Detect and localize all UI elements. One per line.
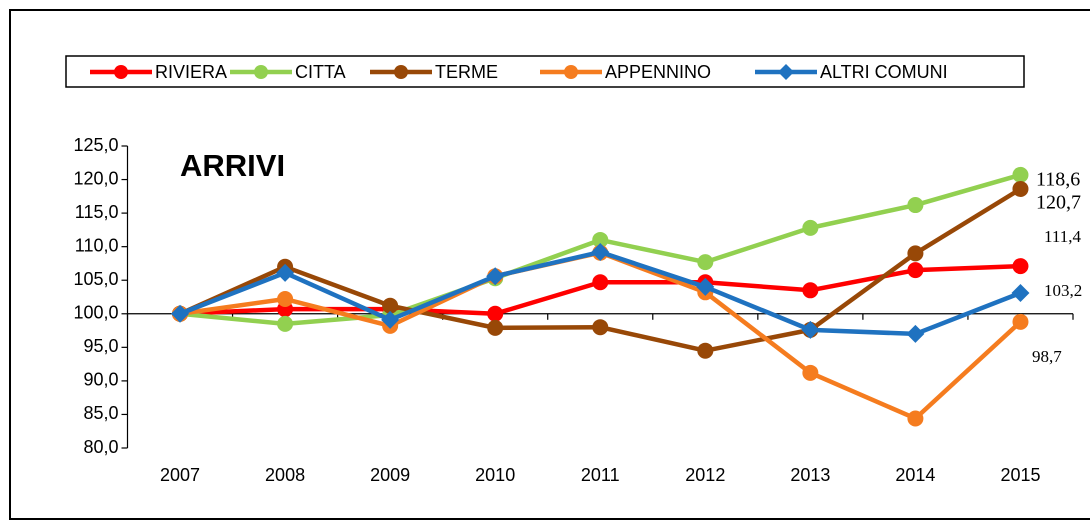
marker (802, 364, 819, 381)
x-tick-label: 2010 (475, 465, 515, 485)
marker (1011, 283, 1030, 302)
legend-label: APPENNINO (605, 62, 711, 82)
marker (907, 197, 924, 214)
marker (487, 305, 504, 322)
marker (592, 231, 609, 248)
marker (276, 263, 295, 282)
annotation: 118,6 (1036, 169, 1080, 191)
marker (394, 65, 408, 79)
y-tick-label: 125,0 (73, 135, 118, 155)
marker (1012, 258, 1029, 275)
marker (1012, 166, 1029, 183)
legend-label: CITTA (295, 62, 346, 82)
x-tick-label: 2007 (160, 465, 200, 485)
y-tick-label: 80,0 (83, 437, 118, 457)
legend-label: RIVIERA (155, 62, 227, 82)
marker (801, 320, 820, 339)
marker (591, 243, 610, 262)
marker (114, 65, 128, 79)
chart-title: ARRIVI (180, 148, 285, 183)
x-tick-label: 2009 (370, 465, 410, 485)
annotation: 98,7 (1032, 347, 1062, 366)
legend-label: TERME (435, 62, 498, 82)
marker (254, 65, 268, 79)
marker (697, 254, 714, 271)
marker (487, 319, 504, 336)
marker (564, 65, 578, 79)
marker (697, 342, 714, 359)
y-tick-label: 115,0 (75, 202, 119, 222)
x-tick-label: 2015 (1000, 465, 1040, 485)
y-tick-label: 95,0 (83, 336, 118, 356)
annotation: 120,7 (1036, 192, 1081, 214)
marker (382, 297, 399, 314)
annotation: 103,2 (1044, 281, 1082, 300)
y-tick-label: 120,0 (73, 168, 118, 188)
y-tick-label: 110,0 (75, 235, 119, 255)
marker (381, 310, 400, 329)
marker (1012, 180, 1029, 197)
marker (277, 291, 294, 308)
marker (696, 277, 715, 296)
marker (592, 319, 609, 336)
x-tick-label: 2014 (895, 465, 935, 485)
marker (907, 410, 924, 427)
x-tick-label: 2013 (790, 465, 830, 485)
y-tick-label: 105,0 (73, 269, 118, 289)
x-tick-label: 2012 (685, 465, 725, 485)
marker (277, 315, 294, 332)
x-tick-label: 2011 (581, 465, 620, 485)
marker (906, 324, 925, 343)
marker (907, 262, 924, 279)
x-tick-label: 2008 (265, 465, 305, 485)
marker (486, 267, 505, 286)
marker (778, 64, 794, 80)
y-tick-label: 85,0 (83, 403, 118, 423)
marker (802, 219, 819, 236)
marker (171, 304, 190, 323)
legend-label: ALTRI COMUNI (820, 62, 948, 82)
y-tick-label: 100,0 (73, 303, 118, 323)
marker (1012, 313, 1029, 330)
annotation: 111,4 (1044, 227, 1081, 246)
y-tick-label: 90,0 (83, 370, 118, 390)
marker (802, 282, 819, 299)
marker (907, 245, 924, 262)
marker (592, 274, 609, 291)
